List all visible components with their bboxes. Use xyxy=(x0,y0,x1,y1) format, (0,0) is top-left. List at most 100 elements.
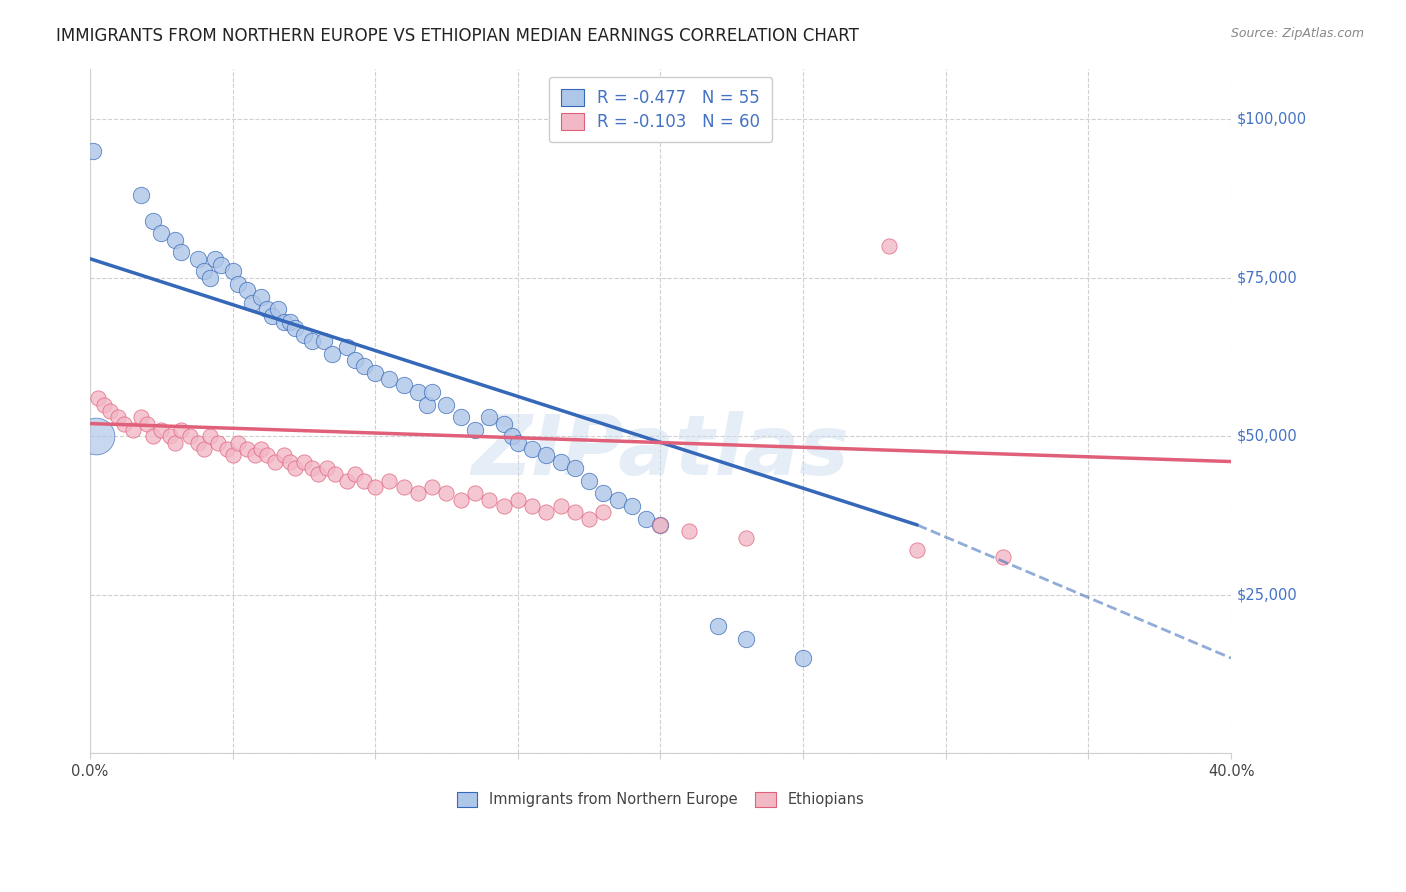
Point xyxy=(364,366,387,380)
Point xyxy=(301,334,323,348)
Point xyxy=(578,474,600,488)
Point xyxy=(226,277,249,291)
Point xyxy=(170,423,193,437)
Point xyxy=(150,423,173,437)
Point xyxy=(378,372,401,386)
Point xyxy=(536,505,558,519)
Point xyxy=(264,454,287,468)
Point xyxy=(620,499,643,513)
Point xyxy=(420,480,443,494)
Point xyxy=(905,543,928,558)
Point xyxy=(478,492,501,507)
Point xyxy=(436,397,458,411)
Point xyxy=(193,442,215,456)
Point xyxy=(165,233,187,247)
Point xyxy=(129,188,152,202)
Point xyxy=(650,518,672,533)
Point xyxy=(250,290,273,304)
Text: ZIPatlas: ZIPatlas xyxy=(471,411,849,492)
Point xyxy=(165,435,187,450)
Point xyxy=(536,448,558,462)
Point xyxy=(142,429,165,443)
Point xyxy=(142,213,165,227)
Point xyxy=(353,359,375,374)
Point xyxy=(84,429,107,443)
Point xyxy=(323,467,346,482)
Point xyxy=(336,474,359,488)
Point xyxy=(501,429,523,443)
Point xyxy=(301,461,323,475)
Point xyxy=(520,499,543,513)
Point xyxy=(415,397,437,411)
Point xyxy=(464,486,486,500)
Point xyxy=(98,404,121,418)
Point xyxy=(564,461,586,475)
Point xyxy=(478,410,501,425)
Point xyxy=(292,454,315,468)
Text: $100,000: $100,000 xyxy=(1237,112,1308,127)
Point xyxy=(242,296,264,310)
Point xyxy=(209,258,232,272)
Point xyxy=(392,480,415,494)
Point xyxy=(506,492,529,507)
Point xyxy=(420,384,443,399)
Point xyxy=(364,480,387,494)
Point xyxy=(464,423,486,437)
Point xyxy=(550,454,572,468)
Point xyxy=(735,632,758,646)
Point xyxy=(273,448,295,462)
Point xyxy=(520,442,543,456)
Point xyxy=(353,474,375,488)
Point xyxy=(187,252,209,266)
Point xyxy=(256,302,278,317)
Point xyxy=(179,429,201,443)
Point xyxy=(262,309,284,323)
Point xyxy=(284,461,307,475)
Point xyxy=(82,144,104,158)
Point xyxy=(450,410,472,425)
Legend: Immigrants from Northern Europe, Ethiopians: Immigrants from Northern Europe, Ethiopi… xyxy=(450,784,872,814)
Point xyxy=(792,651,814,665)
Point xyxy=(392,378,415,392)
Point xyxy=(336,341,359,355)
Point xyxy=(245,448,267,462)
Point xyxy=(378,474,401,488)
Point xyxy=(292,327,315,342)
Point xyxy=(406,384,429,399)
Point xyxy=(204,252,226,266)
Point xyxy=(236,442,259,456)
Point xyxy=(592,505,614,519)
Point xyxy=(706,619,728,633)
Point xyxy=(578,511,600,525)
Point xyxy=(312,334,335,348)
Point xyxy=(592,486,614,500)
Point xyxy=(198,270,221,285)
Point xyxy=(170,245,193,260)
Point xyxy=(207,435,229,450)
Point xyxy=(187,435,209,450)
Point xyxy=(321,347,343,361)
Point xyxy=(267,302,290,317)
Point xyxy=(344,467,367,482)
Point xyxy=(678,524,700,539)
Point xyxy=(107,410,129,425)
Point xyxy=(278,315,301,329)
Point xyxy=(198,429,221,443)
Point xyxy=(193,264,215,278)
Text: Source: ZipAtlas.com: Source: ZipAtlas.com xyxy=(1230,27,1364,40)
Point xyxy=(93,397,115,411)
Point xyxy=(278,454,301,468)
Point xyxy=(226,435,249,450)
Point xyxy=(492,499,515,513)
Point xyxy=(735,531,758,545)
Point xyxy=(492,417,515,431)
Point xyxy=(112,417,135,431)
Point xyxy=(135,417,157,431)
Point xyxy=(87,391,110,405)
Point xyxy=(129,410,152,425)
Point xyxy=(450,492,472,507)
Point xyxy=(877,239,900,253)
Point xyxy=(315,461,337,475)
Point xyxy=(256,448,278,462)
Point xyxy=(150,227,173,241)
